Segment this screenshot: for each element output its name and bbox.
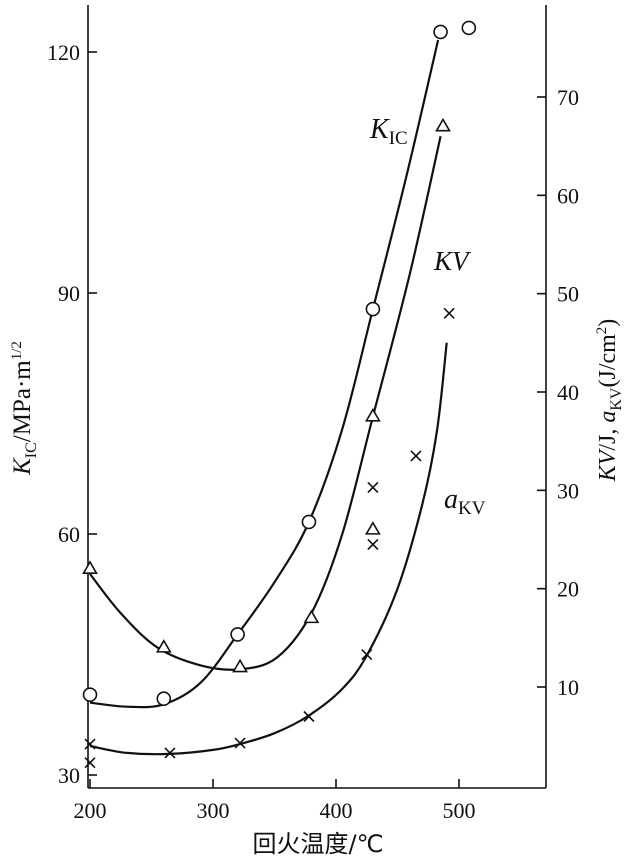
x-axis-title: 回火温度/℃ xyxy=(252,830,383,858)
x-tick-label: 400 xyxy=(320,798,353,823)
point-kv xyxy=(365,521,381,535)
point-a-kv xyxy=(303,710,315,723)
x-tick-label: 200 xyxy=(74,798,107,823)
point-k-ic xyxy=(82,687,98,702)
y-axis-left-title: KIC/MPa·m1/2 xyxy=(9,341,40,476)
curve-kv xyxy=(89,136,442,671)
series-label-kv: KV xyxy=(433,246,472,276)
x-tick-label: 300 xyxy=(197,798,230,823)
point-a-kv xyxy=(164,747,176,759)
y-right-tick-label: 10 xyxy=(557,675,579,700)
point-kv xyxy=(435,117,451,132)
point-k-ic xyxy=(230,627,245,642)
point-a-kv xyxy=(84,738,96,750)
point-a-kv xyxy=(367,538,379,550)
markers xyxy=(82,20,477,769)
point-kv xyxy=(82,560,98,575)
curve-a-kv xyxy=(89,342,448,756)
y-right-tick-label: 50 xyxy=(557,282,579,307)
series-label-kic: KIC xyxy=(369,114,408,149)
y-right-tick-label: 70 xyxy=(557,85,579,110)
point-a-kv xyxy=(361,648,373,661)
y-right-tick-label: 60 xyxy=(557,183,579,208)
y-axis-right-title: KV/J, aKV(J/cm2) xyxy=(594,319,625,483)
point-k-ic xyxy=(461,20,477,36)
point-a-kv xyxy=(367,481,379,493)
point-k-ic xyxy=(433,24,448,40)
point-kv xyxy=(232,658,248,673)
y-left-tick-label: 60 xyxy=(58,522,80,547)
y-left-tick-label: 90 xyxy=(58,281,80,306)
point-kv xyxy=(303,609,320,624)
point-a-kv xyxy=(443,307,455,319)
axes xyxy=(87,5,547,789)
series-label-akv: aKV xyxy=(444,484,486,519)
point-a-kv xyxy=(234,737,246,749)
point-kv xyxy=(365,407,381,422)
point-a-kv xyxy=(84,757,96,769)
point-kv xyxy=(155,639,172,653)
y-right-tick-label: 20 xyxy=(557,577,579,602)
point-k-ic xyxy=(301,514,317,530)
y-left-tick-label: 120 xyxy=(47,40,80,65)
y-right-tick-label: 30 xyxy=(557,478,579,503)
x-tick-label: 500 xyxy=(443,798,476,823)
y-left-tick-label: 30 xyxy=(58,763,80,788)
point-k-ic xyxy=(365,301,381,317)
point-a-kv xyxy=(410,450,422,462)
labels: 回火温度/℃ KIC/MPa·m1/2 KV/J, aKV(J/cm2) KIC… xyxy=(9,114,625,858)
y-right-tick-label: 40 xyxy=(557,380,579,405)
point-k-ic xyxy=(156,691,172,706)
ticks: 200 300 400 500 30 60 90 120 10 20 30 40 50 60 70 xyxy=(47,40,579,823)
